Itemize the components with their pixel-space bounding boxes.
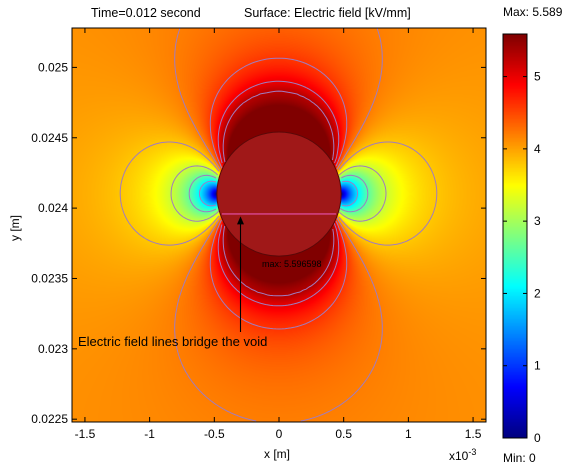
chart-subtitle: Surface: Electric field [kV/mm]	[244, 6, 411, 20]
y-axis-label: y [m]	[8, 215, 22, 241]
y-tick-label: 0.0225	[31, 412, 68, 426]
y-tick-label: 0.025	[38, 60, 68, 74]
x-tick-label: -0.5	[204, 427, 225, 441]
colorbar-tick-label: 4	[534, 142, 541, 156]
annotation-arrow-head	[236, 216, 244, 225]
x-tick-label: 1.5	[465, 427, 482, 441]
contour-line-5	[209, 57, 348, 330]
contour-line-4	[174, 27, 383, 422]
colorbar-gradient	[503, 34, 527, 438]
x-exponent-base: x10	[449, 449, 469, 463]
colorbar-frame	[502, 33, 528, 439]
colorbar-min-label: Min: 0	[503, 451, 536, 465]
chart-title: Time=0.012 second	[91, 6, 201, 20]
x-tick-label: -1	[144, 427, 155, 441]
x-tick-label: -1.5	[75, 427, 96, 441]
contour-line-2	[170, 165, 387, 222]
y-tick-label: 0.0235	[31, 271, 68, 285]
y-axis-ticks: 0.0225 0.023 0.0235 0.024 0.0245 0.025	[31, 60, 486, 426]
colorbar: 0 1 2 3 4 5 Max: 5.589 Min: 0	[502, 5, 563, 465]
x-tick-label: 1	[405, 427, 412, 441]
contour-lines	[119, 27, 438, 422]
colorbar-tick-label: 5	[534, 70, 541, 84]
y-tick-label: 0.0245	[31, 131, 68, 145]
colorbar-tick-label: 0	[534, 431, 541, 445]
colorbar-max-label: Max: 5.589	[503, 5, 563, 19]
y-tick-label: 0.023	[38, 342, 68, 356]
x-exponent-power: -3	[468, 447, 476, 457]
void-circle	[216, 131, 342, 257]
contour-line-6	[217, 80, 340, 307]
x-tick-label: 0	[276, 427, 283, 441]
max-marker-label: max: 5.596598	[262, 259, 322, 269]
colorbar-tick-label: 3	[534, 214, 541, 228]
x-axis-label: x [m]	[264, 447, 290, 461]
x-tick-label: 0.5	[335, 427, 352, 441]
x-axis-ticks: -1.5 -1 -0.5 0 0.5 1 1.5	[75, 28, 482, 441]
contour-line-3	[119, 141, 438, 246]
annotation-text: Electric field lines bridge the void	[78, 334, 267, 349]
contour-line-7	[222, 90, 335, 297]
x-axis-exponent: x10-3	[449, 447, 476, 463]
contour-line-0	[198, 180, 359, 207]
plot-area: max: 5.596598 Electric field lines bridg…	[72, 27, 486, 422]
colorbar-tick-label: 2	[534, 286, 541, 300]
colorbar-ticks: 0 1 2 3 4 5	[503, 70, 541, 445]
y-tick-label: 0.024	[38, 201, 68, 215]
colorbar-tick-label: 1	[534, 359, 541, 373]
contour-line-1	[188, 174, 369, 213]
